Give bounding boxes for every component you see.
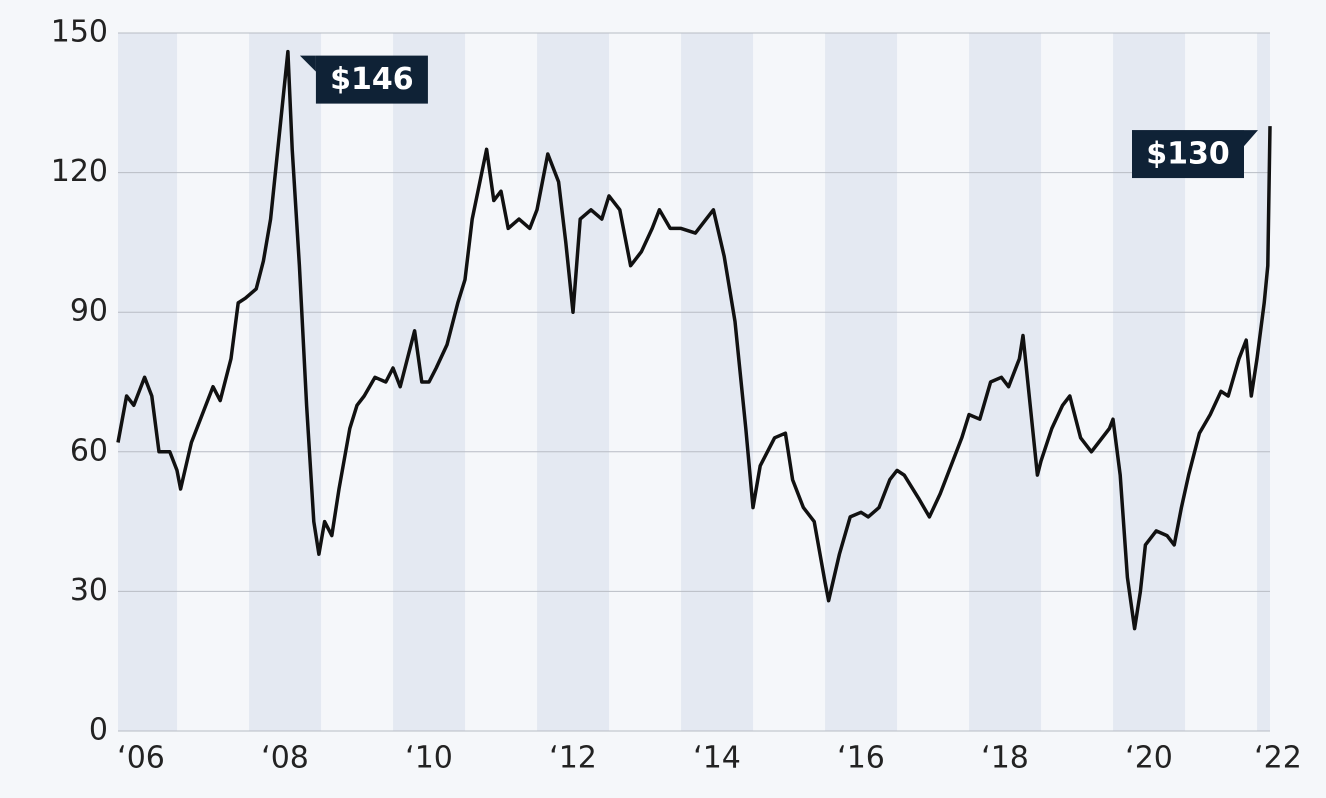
x-tick-label: ‘16 <box>837 741 885 776</box>
x-tick-label: ‘14 <box>693 741 741 776</box>
year-bands <box>118 33 1270 731</box>
y-tick-label: 150 <box>51 15 108 50</box>
annotation-box <box>315 55 428 104</box>
plot: ‘06 ‘08 ‘10 ‘12 ‘14 ‘16 ‘18 ‘20 ‘22 0 30 60 90 120 150… <box>51 15 1302 776</box>
x-tick-label: ‘22 <box>1254 741 1302 776</box>
x-tick-label: ‘20 <box>1125 741 1173 776</box>
y-tick-label: 120 <box>51 154 108 189</box>
year-band <box>1257 33 1270 731</box>
x-tick-label: ‘06 <box>117 741 165 776</box>
year-band <box>249 33 322 731</box>
price-line <box>116 49 1272 631</box>
y-tick-label: 90 <box>70 294 108 329</box>
annotation: $146 <box>299 55 428 104</box>
annotation: $130 <box>1132 130 1258 179</box>
x-tick-label: ‘10 <box>405 741 453 776</box>
x-tick-label: ‘18 <box>981 741 1029 776</box>
annotation-label: $130 <box>1146 137 1230 172</box>
annotation-flag <box>1244 130 1258 147</box>
annotation-box <box>1132 130 1244 179</box>
y-tick-label: 0 <box>89 713 108 748</box>
annotation-label: $146 <box>330 62 414 97</box>
y-tick-label: 60 <box>70 433 108 468</box>
annotation-flag <box>299 55 316 72</box>
x-tick-label: ‘12 <box>549 741 597 776</box>
year-band <box>537 33 610 731</box>
y-tick-label: 30 <box>70 573 108 608</box>
year-band <box>825 33 898 731</box>
x-tick-label: ‘08 <box>261 741 309 776</box>
